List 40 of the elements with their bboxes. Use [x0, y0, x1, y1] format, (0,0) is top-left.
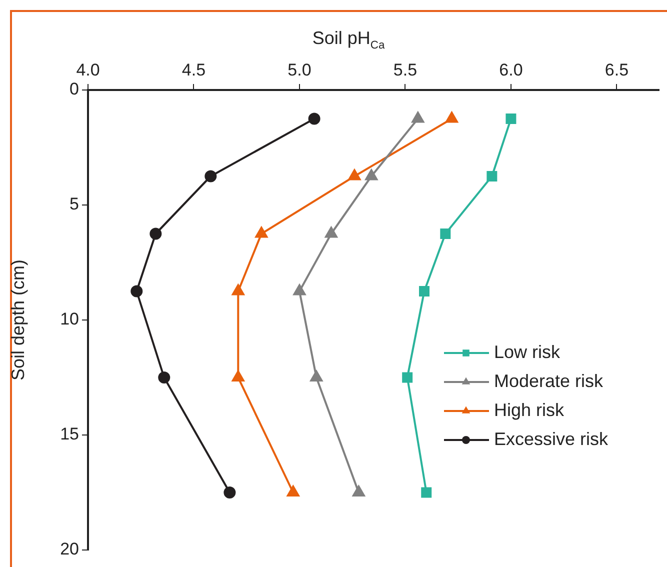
- point: [365, 169, 378, 180]
- point: [402, 372, 413, 383]
- point: [419, 286, 430, 296]
- y-tick-label: 15: [60, 424, 79, 444]
- x-tick-label: 6.0: [499, 60, 523, 80]
- point: [440, 228, 451, 239]
- y-tick-label: 5: [70, 194, 79, 214]
- x-tick-label: 4.5: [182, 60, 206, 80]
- point: [150, 228, 162, 240]
- x-tick-label: 5.5: [393, 60, 418, 80]
- point: [286, 486, 300, 496]
- point: [352, 486, 365, 496]
- x-tick-label: 5.0: [288, 60, 312, 80]
- y-tick-label: 10: [60, 310, 79, 329]
- point: [325, 226, 338, 238]
- point: [204, 170, 217, 182]
- point: [158, 372, 170, 384]
- y-tick-label: 0: [70, 80, 79, 99]
- x-tick-label: 4.0: [76, 60, 100, 80]
- legend-label: Moderate risk: [494, 370, 604, 391]
- point: [412, 112, 424, 123]
- point: [255, 226, 268, 238]
- point: [224, 486, 236, 498]
- point: [310, 370, 323, 382]
- y-axis-title: Soil depth (cm): [8, 259, 28, 381]
- point: [486, 171, 498, 182]
- point: [506, 114, 516, 124]
- point: [232, 284, 244, 296]
- point: [308, 112, 320, 125]
- point: [446, 112, 458, 123]
- legend-label: Excessive risk: [494, 428, 610, 449]
- point: [348, 169, 361, 180]
- y-tick-label: 20: [60, 540, 79, 559]
- legend-label: High risk: [494, 400, 566, 420]
- point: [232, 370, 244, 382]
- legend-label: Low risk: [494, 342, 562, 362]
- point: [293, 284, 306, 296]
- point: [421, 487, 432, 498]
- point: [130, 285, 143, 298]
- x-tick-label: 6.5: [604, 60, 629, 80]
